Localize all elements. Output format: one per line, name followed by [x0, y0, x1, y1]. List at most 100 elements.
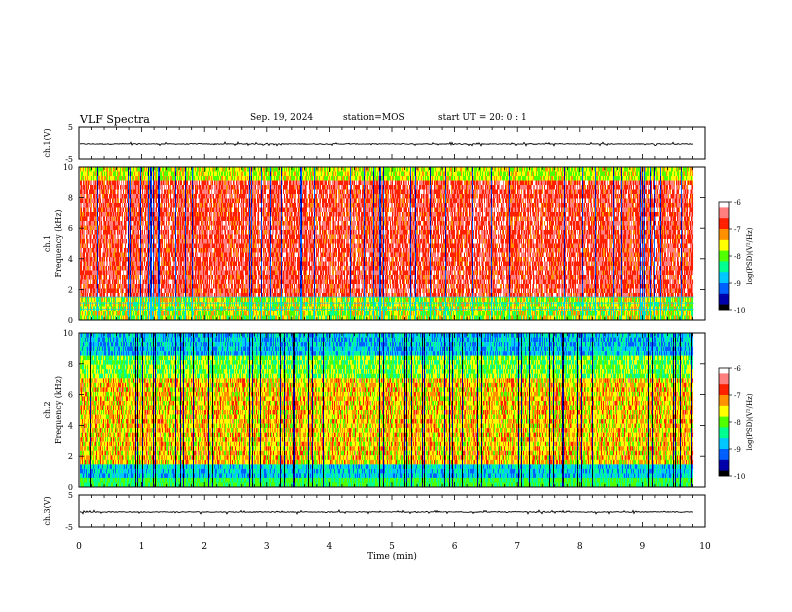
spectrogram-cell	[95, 275, 96, 280]
spectrogram-cell	[106, 239, 107, 244]
spectrogram-cell	[108, 248, 109, 253]
spectrogram-cell	[80, 311, 81, 316]
spectrogram-cell	[98, 181, 99, 186]
spectrogram-cell	[94, 172, 95, 177]
spectrogram-cell	[104, 271, 105, 276]
spectrogram-cell	[96, 307, 97, 312]
waveform-trace	[80, 142, 693, 146]
spectrogram-cell	[108, 217, 109, 222]
spectrogram-cell	[110, 298, 111, 303]
spectrogram-cell	[103, 271, 104, 276]
spectrogram-cell	[93, 275, 94, 280]
spectrogram-cell	[87, 167, 88, 172]
spectrogram-cell	[104, 217, 105, 222]
spectrogram-cell	[91, 235, 92, 240]
spectrogram-cell	[106, 275, 107, 280]
spectrogram-cell	[92, 239, 93, 244]
spectrogram-cell	[109, 221, 110, 226]
spectrogram-cell	[103, 253, 104, 258]
spectrogram-cell	[107, 176, 108, 181]
spectrogram-cell	[97, 316, 98, 321]
spectrogram-cell	[101, 194, 102, 199]
spectrogram-cell	[99, 199, 100, 204]
spectrogram-cell	[88, 280, 89, 285]
spectrogram-cell	[83, 248, 84, 253]
spectrogram-cell	[93, 262, 94, 267]
spectrogram-cell	[83, 230, 84, 235]
spectrogram-cell	[96, 235, 97, 240]
spectrogram-cell	[85, 298, 86, 303]
spectrogram-cell	[96, 253, 97, 258]
spectrogram-cell	[97, 190, 98, 195]
spectrogram-cell	[111, 212, 112, 217]
spectrogram-cell	[87, 212, 88, 217]
spectrogram-cell	[96, 239, 97, 244]
spectrogram-cell	[99, 307, 100, 312]
spectrogram-cell	[96, 284, 97, 289]
spectrogram-cell	[106, 248, 107, 253]
spectrogram-cell	[95, 194, 96, 199]
spectrogram-cell	[90, 226, 91, 231]
spectrogram-cell	[84, 239, 85, 244]
spectrogram-cell	[96, 181, 97, 186]
spectrogram-cell	[101, 226, 102, 231]
spectrogram-cell	[94, 280, 95, 285]
spectrogram-cell	[98, 185, 99, 190]
spectrogram-cell	[86, 185, 87, 190]
spectrogram-cell	[88, 275, 89, 280]
spectrogram-cell	[106, 167, 107, 172]
spectrogram-cell	[96, 221, 97, 226]
spectrogram-cell	[82, 266, 83, 271]
spectrogram-cell	[82, 244, 83, 249]
spectrogram-cell	[89, 266, 90, 271]
spectrogram-cell	[98, 248, 99, 253]
spectrogram-cell	[93, 230, 94, 235]
spectrogram-cell	[107, 230, 108, 235]
spectrogram-cell	[100, 298, 101, 303]
spectrogram-cell	[104, 208, 105, 213]
spectrogram-cell	[105, 230, 106, 235]
spectrogram-cell	[88, 230, 89, 235]
spectrogram-cell	[100, 302, 101, 307]
spectrogram-cell	[81, 239, 82, 244]
spectrogram-cell	[80, 203, 81, 208]
spectrogram-cell	[107, 302, 108, 307]
spectrogram-cell	[104, 185, 105, 190]
spectrogram-cell	[99, 185, 100, 190]
spectrogram-cell	[107, 190, 108, 195]
spectrogram-cell	[106, 289, 107, 294]
spectrogram-cell	[110, 316, 111, 321]
spectrogram-cell	[88, 257, 89, 262]
spectrogram-cell	[84, 257, 85, 262]
spectrogram-cell	[82, 284, 83, 289]
spectrogram-cell	[88, 199, 89, 204]
spectrogram-cell	[99, 221, 100, 226]
spectrogram-cell	[85, 235, 86, 240]
spectrogram-cell	[108, 316, 109, 321]
spectrogram-cell	[97, 262, 98, 267]
spectrogram-cell	[87, 289, 88, 294]
spectrogram-cell	[91, 311, 92, 316]
spectrogram-cell	[89, 181, 90, 186]
spectrogram-cell	[102, 230, 103, 235]
spectrogram-cell	[88, 217, 89, 222]
spectrogram-cell	[105, 167, 106, 172]
spectrogram-cell	[93, 172, 94, 177]
spectrogram-cell	[109, 253, 110, 258]
spectrogram-cell	[94, 185, 95, 190]
spectrogram-cell	[89, 307, 90, 312]
spectrogram-cell	[94, 212, 95, 217]
spectrogram-cell	[100, 212, 101, 217]
spectrogram-cell	[106, 190, 107, 195]
spectrogram-cell	[110, 257, 111, 262]
spectrogram-cell	[105, 298, 106, 303]
spectrogram-cell	[99, 203, 100, 208]
spectrogram-cell	[81, 181, 82, 186]
spectrogram-cell	[87, 302, 88, 307]
spectrogram-cell	[86, 280, 87, 285]
spectrogram-cell	[91, 190, 92, 195]
spectrogram-cell	[82, 262, 83, 267]
spectrogram-cell	[100, 257, 101, 262]
spectrogram-cell	[84, 289, 85, 294]
spectrogram-cell	[86, 257, 87, 262]
